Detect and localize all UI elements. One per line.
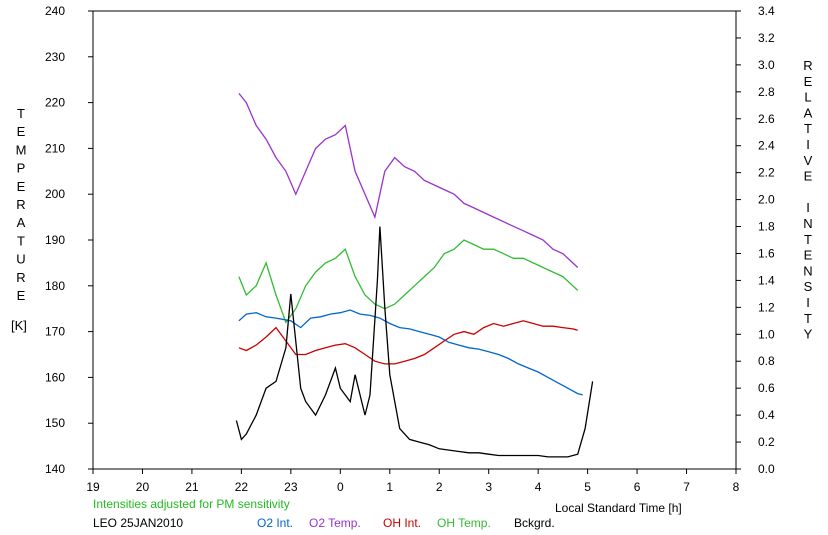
y-left-label-letter: E	[17, 124, 26, 139]
series-line-o2-int	[238, 309, 583, 396]
y-right-tick-label: 1.4	[758, 273, 775, 287]
x-tick-label: 3	[485, 480, 492, 494]
y-left-label-letter: P	[17, 161, 26, 176]
y-right-label-letter: I	[806, 295, 810, 310]
y-right-tick-label: 0.6	[758, 381, 775, 395]
y-right-label-letter: S	[804, 279, 813, 294]
axes-layer: 19 20 21 22 23 0 1 2 3 4 5 6 7 8140150160170180190200…	[45, 4, 775, 494]
y-right-label-letter: L	[804, 90, 811, 105]
y-right-tick-label: 1.8	[758, 220, 775, 234]
legend-entry: OH Temp.	[437, 516, 491, 530]
series-line-bckgrd	[235, 226, 594, 458]
legend-entry: O2 Temp.	[309, 516, 361, 530]
y-right-label-letter: N	[803, 216, 812, 231]
y-right-tick-label: 0.8	[758, 354, 775, 368]
y-right-tick-label: 0.2	[758, 435, 775, 449]
y-left-tick-label: 150	[45, 416, 65, 430]
y-left-tick-label: 180	[45, 279, 65, 293]
y-left-label-letter: R	[16, 270, 25, 285]
series-line-oh-int	[238, 320, 578, 365]
x-tick-label: 23	[284, 480, 298, 494]
x-tick-label: 19	[86, 480, 100, 494]
x-tick-label: 0	[337, 480, 344, 494]
x-tick-label: 22	[235, 480, 249, 494]
y-right-label-letter: E	[804, 169, 813, 184]
y-left-label-letter: E	[17, 288, 26, 303]
y-left-label-letter: M	[16, 142, 27, 157]
y-right-tick-label: 2.0	[758, 193, 775, 207]
y-right-label-letter: Y	[804, 327, 813, 342]
y-right-tick-label: 3.2	[758, 31, 775, 45]
x-tick-label: 7	[683, 480, 690, 494]
y-left-label-letter: E	[17, 179, 26, 194]
x-tick-label: 1	[386, 480, 393, 494]
y-right-tick-label: 2.4	[758, 139, 775, 153]
x-tick-label: 5	[584, 480, 591, 494]
y-right-label-letter: T	[804, 232, 812, 247]
y-left-label-letter: T	[17, 233, 25, 248]
y-right-tick-label: 1.2	[758, 300, 775, 314]
y-left-tick-label: 190	[45, 233, 65, 247]
y-left-tick-label: 200	[45, 187, 65, 201]
y-right-tick-label: 0.4	[758, 408, 775, 422]
y-right-label-letter: I	[806, 200, 810, 215]
x-tick-label: 8	[733, 480, 740, 494]
legend: O2 Int. O2 Temp. OH Int. OH Temp. Bckgrd.	[257, 516, 555, 530]
x-tick-label: 21	[185, 480, 199, 494]
y-right-label-letter: R	[803, 58, 812, 73]
y-right-tick-label: 0.0	[758, 462, 775, 476]
y-right-label-letter: A	[804, 105, 813, 120]
y-right-label-letter: V	[804, 153, 813, 168]
y-right-tick-label: 1.0	[758, 327, 775, 341]
y-right-tick-label: 3.0	[758, 58, 775, 72]
series-layer	[235, 92, 594, 458]
y-right-tick-label: 2.6	[758, 112, 775, 126]
y-left-tick-label: 240	[45, 4, 65, 18]
y-right-label-letter: E	[804, 248, 813, 263]
plot-area-frame	[92, 10, 737, 470]
y-left-tick-label: 220	[45, 96, 65, 110]
x-axis-label: Local Standard Time [h]	[555, 501, 682, 515]
y-left-label-letter: T	[17, 106, 25, 121]
y-right-label-letter: T	[804, 121, 812, 136]
x-tick-label: 20	[136, 480, 150, 494]
y-right-label-letter: E	[804, 74, 813, 89]
y-left-label-letter: A	[17, 215, 26, 230]
y-left-tick-label: 210	[45, 141, 65, 155]
y-right-label-letter: N	[803, 263, 812, 278]
y-left-label-letter: U	[16, 252, 25, 267]
y-left-tick-label: 230	[45, 50, 65, 64]
y-right-tick-label: 1.6	[758, 246, 775, 260]
y-left-tick-label: 140	[45, 462, 65, 476]
y-left-unit: [K]	[11, 318, 27, 333]
legend-entry: OH Int.	[383, 516, 421, 530]
y-left-tick-label: 160	[45, 370, 65, 384]
y-right-tick-label: 2.8	[758, 85, 775, 99]
legend-entry: O2 Int.	[257, 516, 293, 530]
x-tick-label: 6	[634, 480, 641, 494]
y-right-tick-label: 2.2	[758, 166, 775, 180]
y-left-label-letter: R	[16, 197, 25, 212]
y-right-label-letter: I	[806, 137, 810, 152]
note-text: Intensities adjusted for PM sensitivity	[93, 497, 290, 511]
station-text: LEO 25JAN2010	[93, 516, 183, 530]
y-right-tick-label: 3.4	[758, 4, 775, 18]
y-right-label-letter: T	[804, 311, 812, 326]
x-tick-label: 4	[535, 480, 542, 494]
y-left-tick-label: 170	[45, 325, 65, 339]
legend-entry: Bckgrd.	[514, 516, 555, 530]
x-tick-label: 2	[436, 480, 443, 494]
series-line-o2-temp	[238, 92, 579, 268]
series-line-oh-temp	[238, 239, 579, 324]
